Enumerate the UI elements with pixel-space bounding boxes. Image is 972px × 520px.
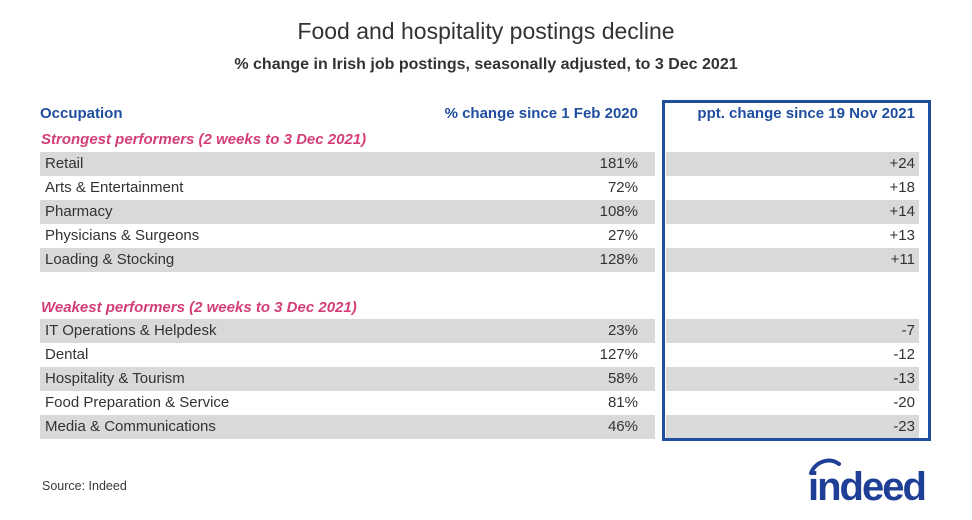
row-main-cells: Loading & Stocking 128% — [40, 248, 655, 272]
row-main-cells: Food Preparation & Service 81% — [40, 391, 655, 415]
table-row-it-operations-helpdesk: IT Operations & Helpdesk 23% -7 — [40, 319, 930, 343]
occupation-cell: Arts & Entertainment — [45, 179, 184, 196]
table-row-retail: Retail 181% +24 — [40, 152, 930, 176]
indeed-logo-arc-icon — [809, 458, 841, 475]
table-row-food-preparation-service: Food Preparation & Service 81% -20 — [40, 391, 930, 415]
ppt-change-cell: -12 — [893, 346, 915, 363]
row-main-cells: Retail 181% — [40, 152, 655, 176]
occupation-cell: IT Operations & Helpdesk — [45, 322, 217, 339]
occupation-cell: Food Preparation & Service — [45, 394, 230, 411]
table-row-hospitality-tourism: Hospitality & Tourism 58% -13 — [40, 367, 930, 391]
pct-change-cell: 72% — [607, 179, 638, 196]
col-header-ppt-change: ppt. change since 19 Nov 2021 — [697, 105, 915, 122]
chart-title: Food and hospitality postings decline — [297, 18, 675, 44]
table-header-row: Occupation % change since 1 Feb 2020 ppt… — [40, 104, 930, 128]
col-header-pct-change: % change since 1 Feb 2020 — [444, 105, 638, 122]
occupation-cell: Retail — [45, 155, 84, 172]
row-main-cells: Media & Communications 46% — [40, 415, 655, 439]
occupation-cell: Dental — [45, 346, 89, 363]
pct-change-cell: 23% — [607, 322, 638, 339]
occupation-cell: Loading & Stocking — [45, 251, 175, 268]
table-row-dental: Dental 127% -12 — [40, 343, 930, 367]
pct-change-cell: 128% — [599, 251, 638, 268]
section-label-strongest: Strongest performers (2 weeks to 3 Dec 2… — [41, 131, 367, 148]
row-main-cells: IT Operations & Helpdesk 23% — [40, 319, 655, 343]
occupation-cell: Physicians & Surgeons — [45, 227, 200, 244]
pct-change-cell: 58% — [607, 370, 638, 387]
indeed-logo: indeed — [808, 458, 927, 508]
indeed-logo-text: indeed — [808, 465, 925, 508]
pct-change-cell: 181% — [599, 155, 638, 172]
row-main-cells: Dental 127% — [40, 343, 655, 367]
occupation-cell: Hospitality & Tourism — [45, 370, 185, 387]
pct-change-cell: 46% — [607, 418, 638, 435]
ppt-change-cell: -13 — [666, 367, 919, 391]
table-row-loading-stocking: Loading & Stocking 128% +11 — [40, 248, 930, 272]
row-main-cells: Physicians & Surgeons 27% — [40, 224, 655, 248]
ppt-change-cell: -7 — [666, 319, 919, 343]
ppt-change-cell: +14 — [666, 200, 919, 224]
occupation-cell: Media & Communications — [45, 418, 216, 435]
ppt-change-cell: +18 — [889, 179, 915, 196]
ppt-change-cell: +13 — [889, 227, 915, 244]
source-note: Source: Indeed — [42, 479, 127, 493]
postings-table: Occupation % change since 1 Feb 2020 ppt… — [40, 100, 931, 441]
ppt-change-cell: +24 — [666, 152, 919, 176]
ppt-change-cell: +11 — [666, 248, 919, 272]
table-row-pharmacy: Pharmacy 108% +14 — [40, 200, 930, 224]
table-row-arts-entertainment: Arts & Entertainment 72% +18 — [40, 176, 930, 200]
ppt-change-cell: -20 — [893, 394, 915, 411]
pct-change-cell: 27% — [607, 227, 638, 244]
table-row-media-communications: Media & Communications 46% -23 — [40, 415, 930, 439]
row-main-cells: Arts & Entertainment 72% — [40, 176, 655, 200]
pct-change-cell: 127% — [599, 346, 638, 363]
section-label-weakest: Weakest performers (2 weeks to 3 Dec 202… — [41, 299, 357, 316]
pct-change-cell: 108% — [599, 203, 638, 220]
col-header-occupation: Occupation — [40, 105, 123, 122]
occupation-cell: Pharmacy — [45, 203, 113, 220]
ppt-change-cell: -23 — [666, 415, 919, 439]
table-row-physicians-surgeons: Physicians & Surgeons 27% +13 — [40, 224, 930, 248]
pct-change-cell: 81% — [607, 394, 638, 411]
row-main-cells: Pharmacy 108% — [40, 200, 655, 224]
chart-subtitle: % change in Irish job postings, seasonal… — [234, 56, 738, 73]
row-main-cells: Hospitality & Tourism 58% — [40, 367, 655, 391]
